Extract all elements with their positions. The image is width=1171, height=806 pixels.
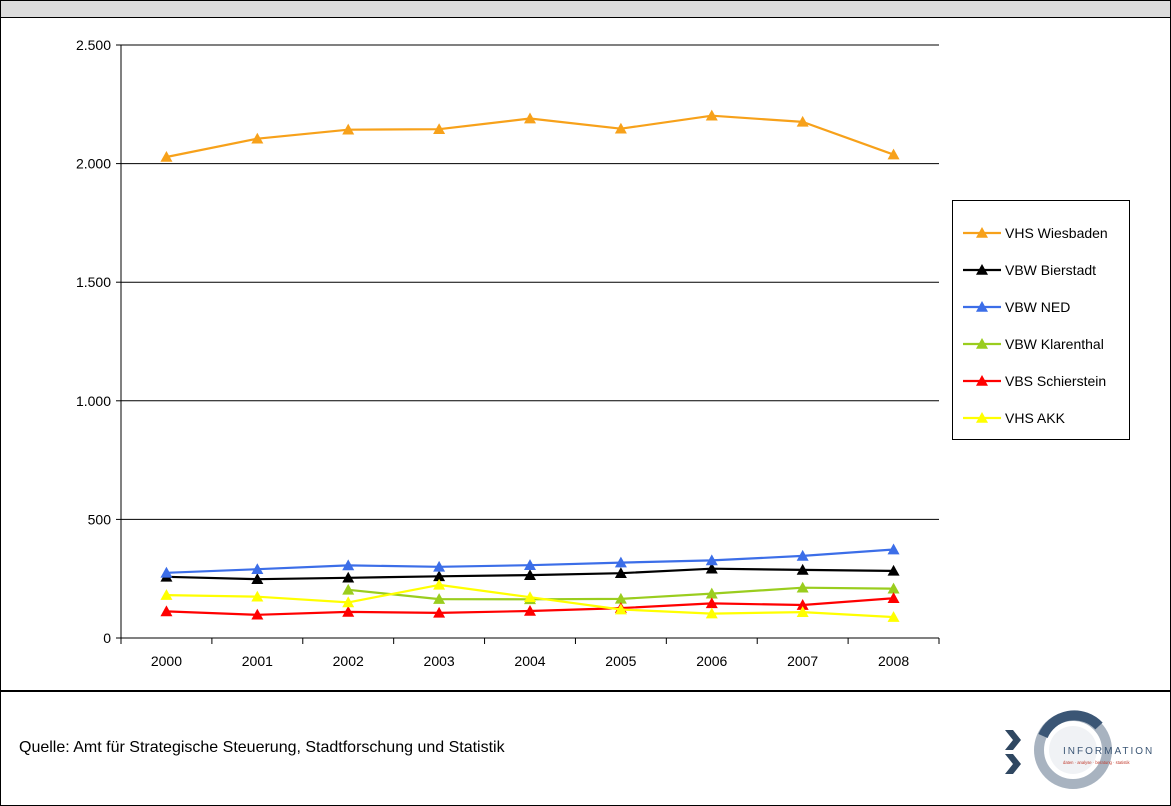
- legend-label: VBW NED: [1005, 299, 1071, 315]
- data-point: [705, 562, 718, 574]
- data-point: [705, 607, 718, 619]
- legend-swatch-icon: [963, 338, 1001, 349]
- data-point: [433, 593, 446, 604]
- x-tick-label: 2002: [333, 653, 364, 669]
- y-tick-label: 500: [88, 511, 112, 527]
- legend-swatch-icon: [963, 227, 1001, 238]
- x-tick-label: 2001: [242, 653, 273, 669]
- data-point: [342, 605, 355, 617]
- legend-swatch-icon: [963, 412, 1001, 423]
- data-point: [251, 590, 264, 602]
- legend-item: VHS AKK: [961, 408, 1127, 428]
- data-point: [160, 589, 173, 600]
- data-point: [887, 592, 900, 603]
- data-point: [342, 583, 355, 595]
- logo-text: INFORMATION: [1063, 746, 1154, 757]
- data-point: [342, 571, 355, 583]
- legend-label: VHS Wiesbaden: [1005, 225, 1108, 241]
- logo-ring-icon: [1034, 710, 1112, 789]
- data-point: [796, 115, 809, 127]
- data-point: [342, 596, 355, 608]
- x-tick-label: 2005: [605, 653, 636, 669]
- data-point: [251, 608, 264, 620]
- data-point: [705, 587, 718, 599]
- data-point: [705, 109, 718, 121]
- data-point: [887, 611, 900, 622]
- chart-panel: 0 500 1.000 1.500 2.000 2.500 2000 2001 2002 2003…: [1, 18, 1170, 692]
- legend-item: VBW Bierstadt: [961, 260, 1127, 280]
- x-tick-label: 2007: [787, 653, 818, 669]
- data-point: [433, 123, 446, 135]
- data-point: [524, 604, 536, 616]
- data-point: [614, 567, 627, 579]
- legend-item: VBS Schierstein: [961, 371, 1127, 391]
- line-chart: 0 500 1.000 1.500 2.000 2.500 2000 2001 2002 2003…: [76, 37, 940, 669]
- legend-swatch-icon: [963, 375, 1001, 386]
- legend-swatch-icon: [963, 301, 1001, 312]
- data-point: [887, 582, 900, 594]
- y-tick-label: 0: [103, 630, 111, 646]
- data-point: [614, 556, 627, 568]
- x-tick-label: 2004: [514, 653, 545, 669]
- logo-subtext: daten · analyse · beratung · statistik: [1063, 760, 1130, 765]
- data-point: [796, 581, 809, 593]
- data-point: [342, 559, 355, 571]
- data-point: [160, 566, 173, 578]
- data-point: [524, 591, 536, 603]
- data-point: [524, 569, 536, 580]
- data-point: [887, 148, 900, 160]
- y-tick-label: 2.000: [76, 156, 111, 172]
- data-point: [160, 150, 173, 162]
- header-strip: [1, 1, 1170, 18]
- x-tick-label: 2003: [424, 653, 455, 669]
- data-point: [705, 554, 718, 566]
- legend-item: VBW Klarenthal: [961, 334, 1127, 354]
- source-note: Quelle: Amt für Strategische Steuerung, …: [19, 739, 505, 756]
- chevron-icon: [1005, 730, 1021, 774]
- data-point: [524, 112, 536, 124]
- data-point: [433, 606, 446, 618]
- data-point: [614, 603, 627, 615]
- x-tick-label: 2008: [878, 653, 909, 669]
- data-point: [614, 592, 627, 604]
- y-tick-label: 2.500: [76, 37, 111, 53]
- information-logo: INFORMATION daten · analyse · beratung ·…: [1005, 710, 1154, 789]
- x-tick-label: 2000: [151, 653, 182, 669]
- data-point: [705, 597, 718, 609]
- data-point: [614, 122, 627, 134]
- data-point: [796, 549, 809, 561]
- data-point: [433, 560, 446, 572]
- data-point: [887, 543, 900, 555]
- data-point: [342, 123, 355, 135]
- data-point: [887, 564, 900, 576]
- data-point: [796, 606, 809, 617]
- data-point: [433, 578, 446, 590]
- data-point: [251, 573, 264, 584]
- data-point: [796, 599, 809, 610]
- data-point: [160, 605, 173, 617]
- legend-item: VHS Wiesbaden: [961, 223, 1127, 243]
- x-tick-label: 2006: [696, 653, 727, 669]
- data-point: [524, 559, 536, 570]
- legend-label: VBW Klarenthal: [1005, 336, 1104, 352]
- legend-item: VBW NED: [961, 297, 1127, 317]
- legend: VHS Wiesbaden VBW Bierstadt VBW NED VBW Kla…: [952, 200, 1130, 440]
- legend-label: VBS Schierstein: [1005, 373, 1107, 389]
- data-point: [251, 132, 264, 144]
- data-point: [251, 563, 264, 575]
- y-tick-label: 1.500: [76, 274, 111, 290]
- legend-label: VBW Bierstadt: [1005, 262, 1097, 278]
- y-tick-label: 1.000: [76, 393, 111, 409]
- data-point: [796, 563, 809, 575]
- legend-swatch-icon: [963, 264, 1001, 275]
- legend-label: VHS AKK: [1005, 410, 1065, 426]
- data-point: [433, 570, 446, 582]
